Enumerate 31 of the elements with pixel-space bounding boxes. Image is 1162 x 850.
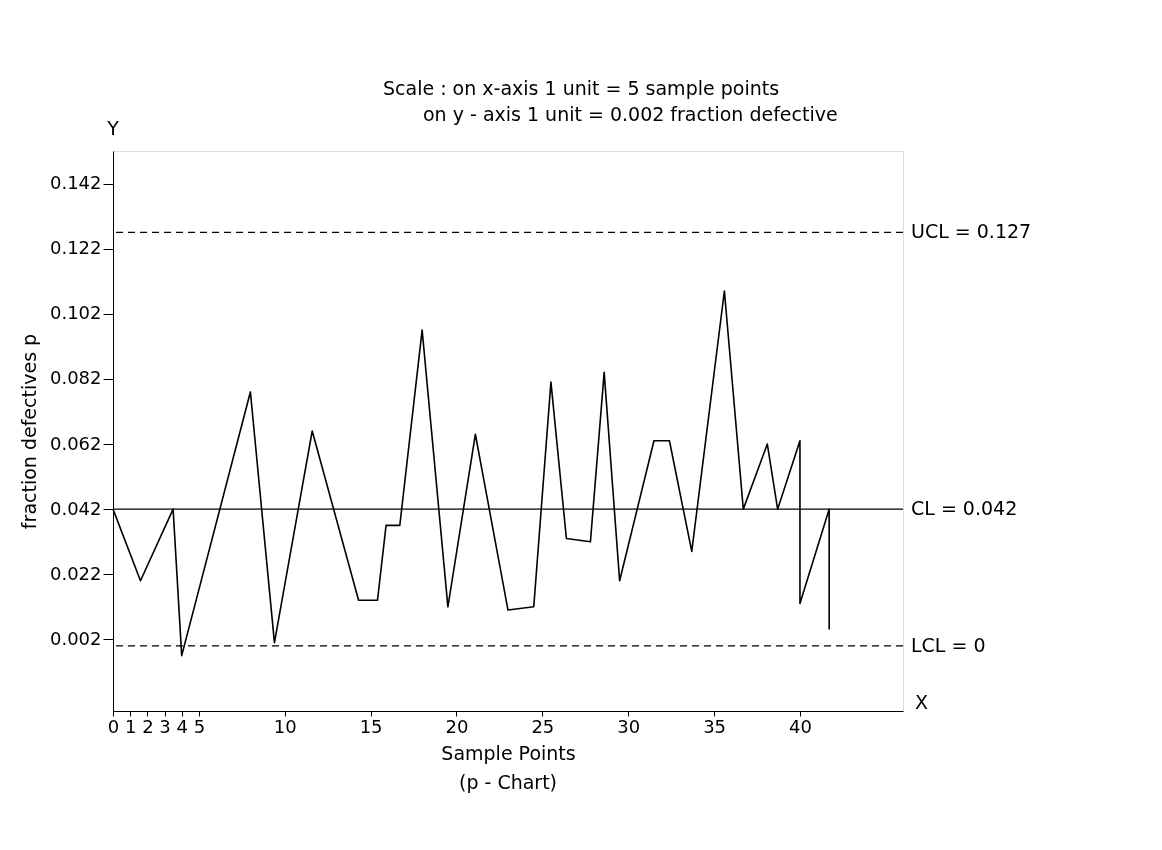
x-tick-label: 40 [789, 715, 812, 737]
text: Scale : on x-axis 1 unit = 5 sample points [383, 77, 780, 99]
x-tick-label: 25 [531, 715, 555, 737]
x-tick-label: 0 [107, 715, 120, 737]
y-axis-title: fraction defectives p [17, 333, 40, 530]
y-tick-label: 0.022 [49, 562, 102, 584]
text: (p - Chart) [458, 771, 558, 793]
x-tick-label: 2 [142, 715, 154, 737]
x-tick-label: 35 [703, 715, 727, 737]
y-tick-label: 0.062 [49, 432, 102, 454]
x-tick-label: 3 [159, 715, 171, 737]
x-tick-label: 10 [273, 715, 297, 737]
x-tick-label: 1 [124, 715, 137, 737]
x-tick-label: 15 [359, 715, 383, 737]
x-tick-label: 20 [445, 715, 469, 737]
x-tick-label: 4 [176, 715, 188, 737]
text: Y [106, 117, 120, 139]
ref-line-label: CL = 0.042 [911, 497, 1018, 520]
y-tick-label: 0.002 [49, 627, 102, 649]
x-tick-label: 30 [617, 715, 641, 737]
y-tick-label: 0.122 [49, 237, 102, 259]
x-tick-label: 5 [193, 715, 206, 737]
y-tick-label: 0.042 [49, 497, 102, 519]
y-tick-label: 0.102 [49, 302, 102, 324]
ref-line-label: LCL = 0 [911, 633, 986, 656]
x-axis-title: Sample Points [441, 741, 576, 764]
text: X [915, 691, 929, 713]
ref-line-label: UCL = 0.127 [911, 220, 1032, 243]
text: on y - axis 1 unit = 0.002 fraction defective [423, 103, 838, 125]
y-tick-label: 0.082 [49, 367, 102, 389]
y-tick-label: 0.142 [49, 172, 102, 194]
